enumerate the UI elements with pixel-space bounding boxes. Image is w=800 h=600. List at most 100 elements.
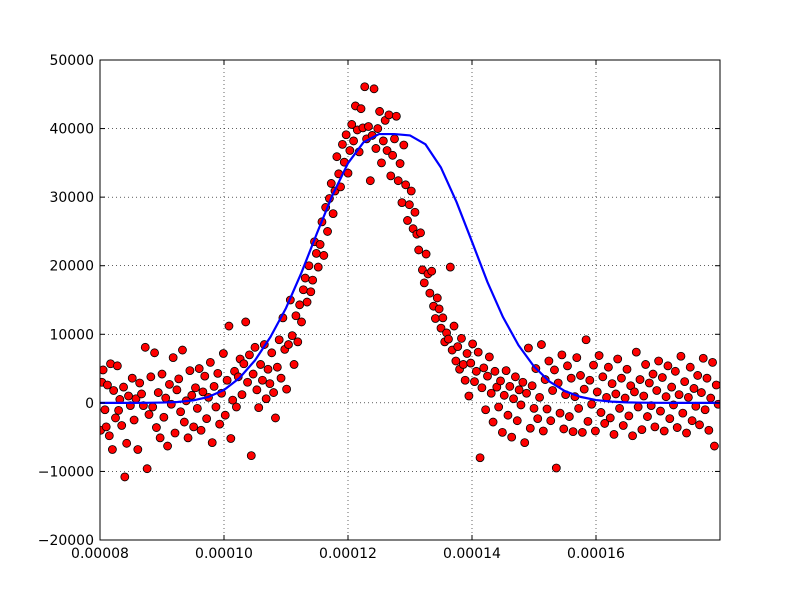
- scatter-point: [466, 358, 476, 368]
- scatter-point: [613, 354, 623, 364]
- scatter-point: [364, 122, 373, 131]
- y-tick-label: −20000: [38, 533, 94, 549]
- scatter-point: [165, 379, 174, 389]
- scatter-point: [557, 350, 567, 360]
- scatter-point: [100, 405, 110, 415]
- scatter-point: [293, 337, 303, 347]
- scatter-point: [226, 434, 236, 443]
- scatter-point: [624, 411, 634, 421]
- scatter-point: [643, 412, 652, 421]
- y-tick-label: 40000: [49, 122, 94, 138]
- scatter-point: [215, 419, 225, 429]
- scatter-point: [525, 423, 535, 433]
- scatter-point: [529, 403, 539, 413]
- scatter-point: [579, 384, 589, 394]
- scatter-point: [434, 304, 444, 314]
- y-tick-label: 20000: [49, 259, 94, 275]
- scatter-point: [689, 384, 699, 393]
- scatter-point: [425, 288, 435, 298]
- scatter-point: [111, 413, 120, 423]
- scatter-point: [685, 362, 695, 372]
- scatter-point: [404, 200, 414, 210]
- x-tick-label: 0.00008: [71, 546, 129, 562]
- scatter-point: [291, 311, 301, 321]
- scatter-point: [300, 273, 310, 283]
- scatter-point: [706, 393, 716, 403]
- scatter-point: [287, 331, 297, 341]
- scatter-point: [218, 349, 228, 358]
- scatter-point: [176, 407, 186, 417]
- scatter-point: [449, 321, 459, 331]
- scatter-point: [393, 176, 403, 186]
- scatter-point: [395, 159, 405, 168]
- scatter-point: [484, 352, 494, 362]
- scatter-point: [347, 120, 357, 129]
- scatter-point: [258, 375, 267, 385]
- scatter-point: [568, 427, 578, 437]
- scatter-point: [460, 375, 470, 385]
- scatter-point: [654, 356, 664, 366]
- scatter-point: [630, 387, 639, 397]
- scatter-point: [501, 366, 511, 376]
- scatter-point: [388, 150, 398, 160]
- x-tick-label: 0.00016: [567, 546, 625, 562]
- scatter-point: [427, 266, 437, 276]
- scatter-point: [600, 419, 610, 428]
- scatter-point: [150, 348, 159, 358]
- scatter-point: [564, 412, 574, 421]
- scatter-point: [153, 388, 163, 397]
- scatter-point: [179, 417, 189, 427]
- scatter-point: [471, 366, 481, 376]
- scatter-point: [566, 373, 576, 383]
- scatter-point: [481, 405, 491, 415]
- scatter-point: [687, 416, 697, 426]
- scatter-point: [676, 351, 686, 361]
- scatter-point: [375, 107, 385, 116]
- scatter-point: [245, 350, 254, 360]
- scatter-point: [585, 375, 595, 385]
- scatter-point: [622, 364, 632, 374]
- scatter-point: [490, 366, 500, 376]
- scatter-point: [494, 402, 504, 412]
- scatter-point: [639, 391, 649, 401]
- plot-area: [100, 60, 720, 540]
- scatter-point: [104, 431, 114, 441]
- scatter-point: [263, 364, 273, 374]
- scatter-point: [101, 422, 111, 432]
- scatter-point: [142, 464, 152, 474]
- scatter-point: [431, 314, 440, 323]
- scatter-point: [432, 293, 442, 303]
- scatter-point: [697, 388, 706, 397]
- y-tick-label: 30000: [49, 190, 94, 206]
- scatter-point: [146, 372, 156, 382]
- scatter-point: [537, 340, 546, 349]
- scatter-point: [170, 428, 180, 438]
- scatter-point: [254, 403, 264, 413]
- scatter-point: [514, 385, 524, 395]
- scatter-point: [577, 427, 587, 437]
- scatter-point: [298, 285, 308, 295]
- scatter-point: [120, 472, 130, 482]
- scatter-point: [667, 382, 677, 392]
- scatter-point: [572, 353, 582, 363]
- scatter-point: [157, 369, 167, 379]
- scatter-point: [711, 380, 720, 390]
- ticks: [99, 59, 720, 541]
- scatter-point: [633, 402, 643, 412]
- scatter-point: [488, 417, 498, 427]
- scatter-point: [695, 420, 704, 430]
- scatter-point: [326, 179, 336, 188]
- scatter-point: [682, 428, 691, 438]
- scatter-point: [265, 379, 275, 389]
- scatter-point: [135, 378, 145, 388]
- x-tick-label: 0.00014: [443, 546, 501, 562]
- scatter-point: [155, 433, 165, 443]
- scatter-point: [137, 389, 146, 399]
- scatter-point: [191, 383, 200, 393]
- scatter-point: [401, 180, 411, 190]
- scatter-point: [672, 423, 682, 432]
- scatter-point: [663, 361, 673, 371]
- scatter-point: [371, 144, 381, 153]
- scatter-point: [108, 445, 117, 454]
